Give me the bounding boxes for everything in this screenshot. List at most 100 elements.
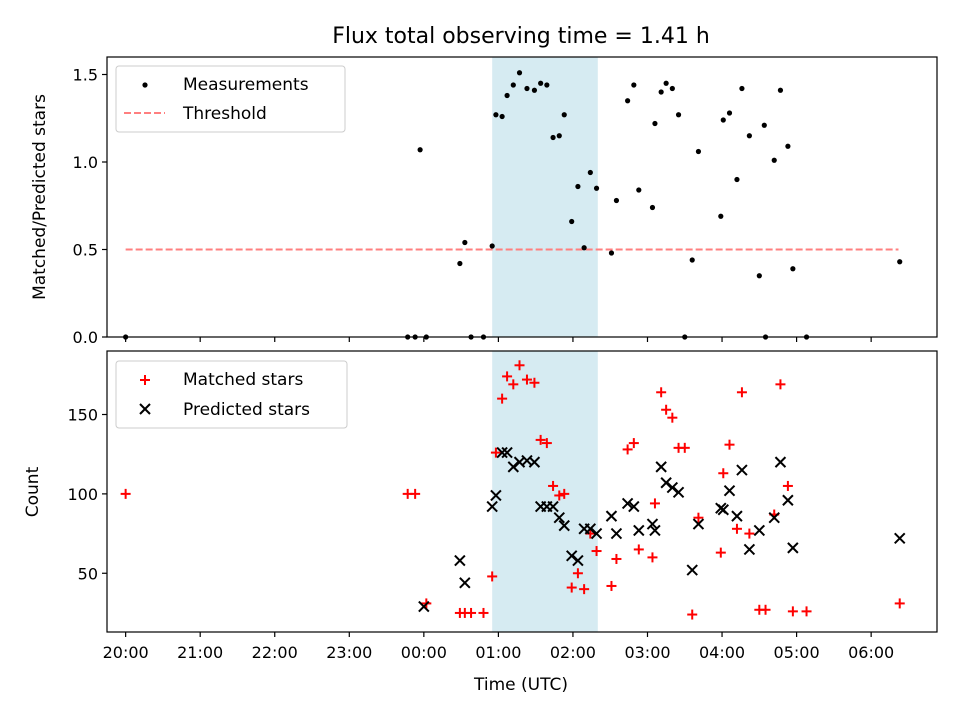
predicted-star-point: [628, 500, 640, 513]
measurement-point: [689, 257, 695, 263]
matched-star-point: [514, 360, 525, 371]
predicted-star-point: [753, 524, 766, 537]
measurement-point: [675, 112, 682, 118]
matched-star-point: [541, 438, 552, 449]
measurement-point: [636, 187, 642, 193]
top-legend: Measurements Threshold: [115, 65, 346, 133]
matched-star-point: [736, 387, 747, 398]
xtick-label: 01:00: [475, 643, 521, 662]
matched-star-point: [579, 584, 590, 595]
matched-star-point: [894, 598, 905, 609]
bottom-ytick-label: 150: [67, 406, 98, 425]
predicted-star-point: [610, 527, 623, 540]
predicted-star-point: [454, 554, 466, 567]
measurement-point: [499, 113, 505, 120]
measurement-point: [613, 197, 620, 204]
predicted-star-point: [553, 511, 565, 524]
predicted-star-point: [418, 600, 430, 613]
top-data-marks: [123, 70, 903, 340]
matched-star-point: [466, 607, 477, 618]
matched-star-point: [502, 371, 513, 382]
top-highlight-span: [492, 57, 598, 337]
matched-star-point: [693, 512, 704, 523]
predicted-star-point: [490, 489, 502, 502]
matched-star-point: [535, 434, 546, 445]
matched-star-point: [559, 488, 570, 499]
measurement-point: [897, 259, 903, 265]
measurement-point: [544, 82, 550, 88]
measurement-point: [631, 82, 637, 88]
predicted-star-point: [743, 543, 756, 556]
xtick-label: 04:00: [699, 643, 745, 662]
measurement-point: [538, 80, 544, 86]
legend-matched-marker: [140, 375, 150, 385]
xtick-label: 22:00: [252, 643, 298, 662]
predicted-star-point: [723, 484, 736, 497]
xtick-label: 05:00: [774, 643, 820, 662]
matched-star-point: [647, 552, 658, 563]
matched-star-point: [120, 488, 131, 499]
matched-star-point: [715, 547, 726, 558]
predicted-star-point: [584, 523, 597, 535]
predicted-star-point: [528, 456, 541, 468]
matched-star-point: [554, 490, 565, 501]
predicted-star-point: [633, 524, 645, 537]
top-ytick-label: 0.5: [73, 241, 98, 260]
measurement-point: [504, 92, 510, 99]
measurement-point: [550, 134, 556, 141]
legend-measurements-marker: [142, 82, 148, 88]
xtick-label: 21:00: [177, 643, 223, 662]
predicted-star-point: [894, 532, 906, 545]
measurement-point: [761, 122, 767, 128]
measurement-point: [720, 117, 726, 123]
measurement-point: [569, 218, 575, 225]
predicted-star-point: [655, 461, 667, 473]
matched-star-point: [775, 379, 786, 390]
xtick-label: 03:00: [624, 643, 670, 662]
xtick-label: 02:00: [550, 643, 596, 662]
predicted-star-point: [787, 542, 799, 554]
top-legend-box: [115, 65, 346, 133]
bottom-ytick-label: 100: [67, 485, 98, 504]
predicted-star-point: [501, 446, 513, 459]
matched-star-point: [497, 393, 508, 404]
bottom-ytick-label: 50: [78, 564, 98, 583]
top-y-ticks: 0.0 0.5 1.0 1.5: [73, 66, 107, 347]
predicted-star-point: [660, 477, 672, 489]
predicted-star-point: [459, 577, 471, 589]
matched-star-point: [661, 404, 672, 415]
top-axes-frame: [106, 56, 938, 338]
matched-star-point: [591, 546, 602, 557]
measurement-point: [790, 266, 796, 272]
matched-star-point: [760, 604, 771, 615]
measurement-point: [777, 87, 784, 93]
predicted-star-point: [646, 518, 659, 530]
measurement-point: [669, 85, 675, 92]
matched-star-point: [606, 580, 617, 591]
matched-star-point: [508, 379, 519, 390]
measurement-point: [531, 87, 538, 93]
top-ytick-label: 1.0: [73, 153, 98, 172]
matched-star-point: [782, 480, 793, 491]
matched-star-point: [667, 412, 678, 423]
xtick-label: 23:00: [326, 643, 372, 662]
predicted-star-point: [558, 519, 570, 532]
bottom-data-marks: [120, 360, 906, 620]
measurement-point: [516, 70, 523, 76]
matched-star-point: [649, 498, 660, 509]
measurement-point: [785, 143, 791, 149]
legend-predicted-marker: [139, 403, 151, 415]
top-y-axis-label: Matched/Predicted stars: [30, 94, 50, 300]
matched-star-point: [718, 468, 729, 479]
measurement-point: [771, 157, 777, 163]
matched-star-point: [521, 374, 532, 385]
matched-star-point: [572, 568, 583, 579]
predicted-star-point: [496, 446, 508, 459]
measurement-point: [625, 98, 631, 104]
predicted-star-point: [605, 510, 618, 522]
xtick-label: 00:00: [401, 643, 447, 662]
top-x-ticks: [125, 337, 872, 342]
measurement-point: [457, 260, 463, 267]
predicted-star-point: [666, 481, 679, 494]
